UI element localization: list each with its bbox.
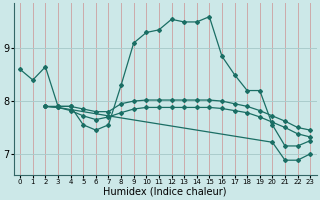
X-axis label: Humidex (Indice chaleur): Humidex (Indice chaleur) [103,187,227,197]
